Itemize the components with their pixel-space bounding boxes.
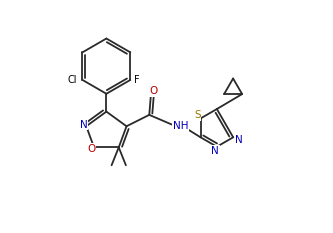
Text: Cl: Cl — [67, 75, 77, 85]
Text: F: F — [134, 75, 139, 85]
Text: N: N — [80, 120, 88, 130]
Text: O: O — [87, 144, 96, 154]
Text: S: S — [194, 110, 200, 120]
Text: N: N — [235, 135, 243, 145]
Text: O: O — [150, 86, 158, 96]
Text: NH: NH — [173, 121, 188, 131]
Text: N: N — [211, 146, 219, 156]
